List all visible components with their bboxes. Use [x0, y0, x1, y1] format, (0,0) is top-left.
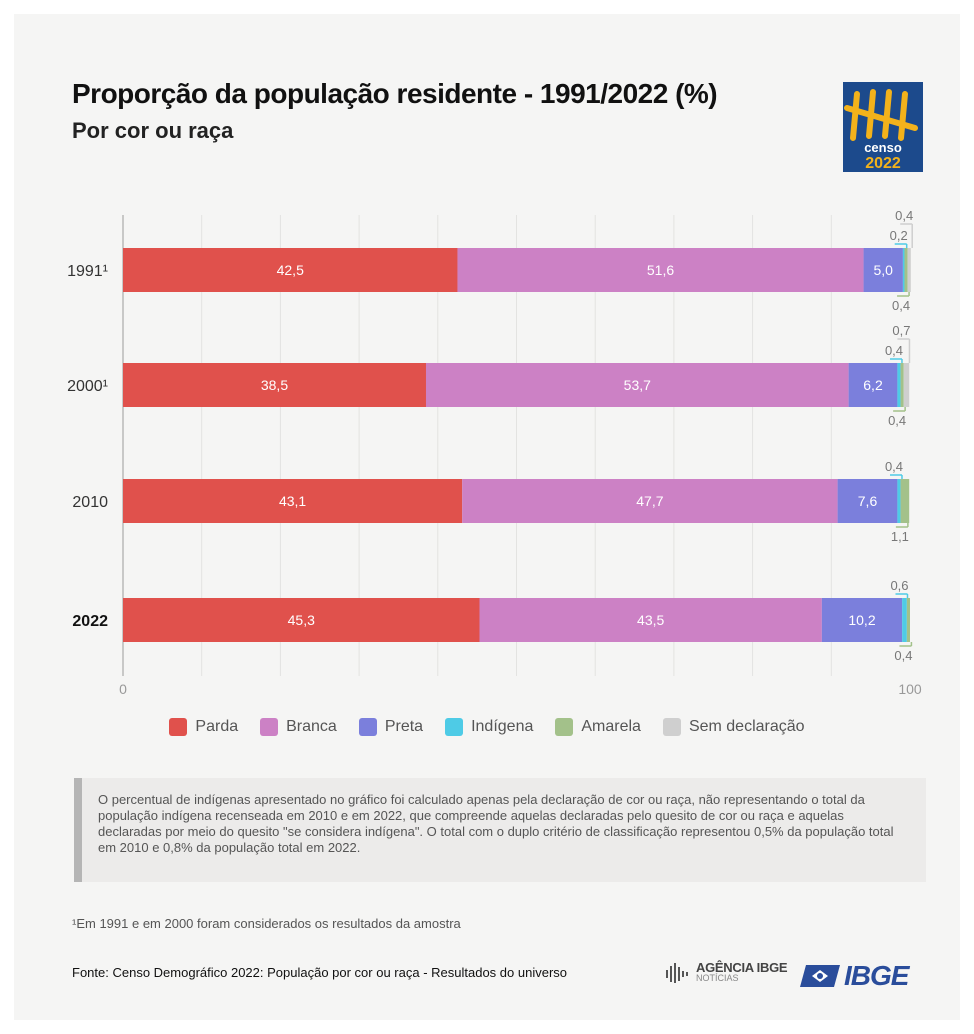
censo-2022-logo: censo 2022	[843, 82, 923, 172]
data-label: 43,1	[279, 493, 306, 509]
bar-segment-amarela	[900, 363, 904, 407]
y-category-label: 2000¹	[67, 378, 108, 395]
bar-segment-preta	[863, 248, 903, 292]
x-tick-label: 100	[898, 681, 922, 697]
data-label: 45,3	[288, 612, 315, 628]
legend-label: Indígena	[471, 718, 534, 735]
legend-swatch	[260, 718, 279, 736]
ibge-flag-icon	[800, 965, 840, 987]
bar-segment-preta	[837, 479, 898, 523]
agencia-ibge-icon	[666, 963, 688, 983]
legend-swatch	[358, 718, 377, 736]
bar-segment-indígena	[902, 598, 907, 642]
data-label: 0,7	[892, 323, 910, 338]
legend-label: Preta	[384, 718, 424, 735]
data-label: 5,0	[874, 262, 894, 278]
bar-segment-indígena	[897, 363, 901, 407]
bar-segment-parda	[123, 363, 426, 407]
legend-swatch	[445, 718, 464, 736]
data-label: 0,4	[892, 298, 910, 313]
bar-segment-preta	[821, 598, 903, 642]
legend-item-indígena: Indígena	[445, 718, 533, 736]
data-label: 0,4	[885, 459, 903, 474]
bar-segment-parda	[123, 248, 458, 292]
bar-segment-sem-declaração	[903, 363, 910, 407]
data-label: 47,7	[636, 493, 663, 509]
methodology-note: O percentual de indígenas apresentado no…	[74, 778, 926, 882]
footnote: ¹Em 1991 e em 2000 foram considerados os…	[72, 916, 461, 931]
data-label: 0,2	[890, 228, 908, 243]
data-label: 51,6	[647, 262, 674, 278]
data-label: 43,5	[637, 612, 664, 628]
data-label: 38,5	[261, 377, 288, 393]
data-label: 6,2	[863, 377, 883, 393]
legend-label: Amarela	[581, 718, 641, 735]
y-category-label: 2010	[72, 494, 108, 511]
logo-text-2022: 2022	[865, 155, 901, 172]
y-category-label: 1991¹	[67, 263, 108, 280]
x-tick-label: 0	[119, 681, 127, 697]
data-label: 0,4	[888, 413, 906, 428]
bar-segment-sem-declaração	[907, 248, 911, 292]
data-label: 0,4	[894, 648, 912, 663]
chart-legend: Parda Branca Preta Indígena Amarela Sem decla…	[0, 718, 974, 736]
agencia-ibge-logo: AGÊNCIA IBGE NOTÍCIAS	[664, 960, 788, 984]
data-label: 53,7	[624, 377, 651, 393]
legend-item-preta: Preta	[358, 718, 424, 736]
legend-label: Branca	[286, 718, 337, 735]
data-label: 0,4	[885, 343, 903, 358]
data-label: 0,4	[895, 208, 913, 223]
legend-swatch	[555, 718, 574, 736]
y-category-label: 2022	[72, 613, 108, 630]
bar-segment-parda	[123, 598, 480, 642]
bar-segment-branca	[425, 363, 849, 407]
bar-segment-amarela	[906, 598, 910, 642]
bar-segment-branca	[457, 248, 864, 292]
legend-swatch	[169, 718, 188, 736]
legend-item-sem-declaração: Sem declaração	[662, 718, 805, 736]
logo-text-censo: censo	[864, 140, 902, 155]
bar-segment-indígena	[897, 479, 901, 523]
legend-item-amarela: Amarela	[555, 718, 641, 736]
data-label: 0,6	[890, 578, 908, 593]
data-label: 10,2	[848, 612, 875, 628]
legend-swatch	[662, 718, 681, 736]
agencia-noticias-label: NOTÍCIAS	[696, 973, 739, 983]
bar-segment-amarela	[900, 479, 910, 523]
source-text: Fonte: Censo Demográfico 2022: População…	[72, 965, 568, 980]
bar-segment-amarela	[904, 248, 908, 292]
bar-segment-branca	[479, 598, 822, 642]
bar-segment-branca	[462, 479, 838, 523]
data-label: 42,5	[277, 262, 304, 278]
ibge-wordmark: IBGE	[844, 960, 909, 991]
agencia-ibge-label: AGÊNCIA IBGE	[696, 960, 788, 975]
legend-item-parda: Parda	[169, 718, 238, 736]
bar-segment-indígena	[902, 248, 905, 292]
bar-segment-parda	[123, 479, 463, 523]
chart-title: Proporção da população residente - 1991/…	[72, 78, 718, 109]
bar-segment-preta	[848, 363, 898, 407]
chart-subtitle: Por cor ou raça	[72, 118, 234, 143]
data-label: 1,1	[891, 529, 909, 544]
stacked-bar-chart: 0 100 1991¹ 42,5 51,6 5,0 0,2 0,4 0,4 2000¹ 38,5 53…	[67, 208, 922, 697]
ibge-logo: IBGE	[800, 960, 909, 992]
legend-item-branca: Branca	[260, 718, 337, 736]
data-label: 7,6	[858, 493, 878, 509]
legend-label: Sem declaração	[688, 718, 805, 735]
legend-label: Parda	[195, 718, 239, 735]
